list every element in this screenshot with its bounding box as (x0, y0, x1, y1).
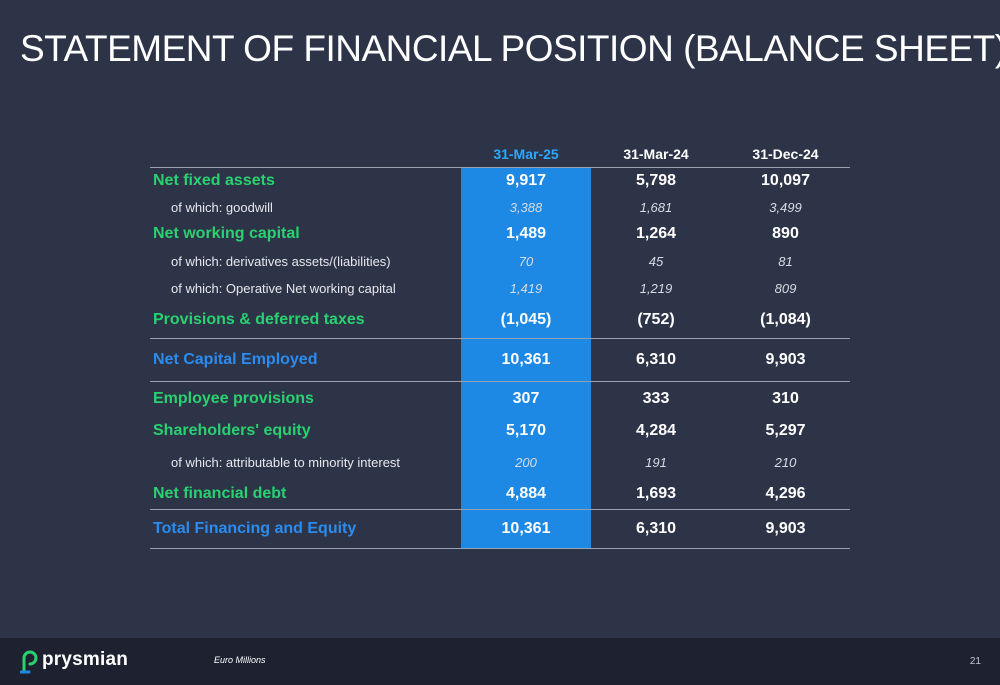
cell-31-dec-24: 809 (774, 281, 797, 296)
table-header-row: 31-Mar-25 31-Mar-24 31-Dec-24 (150, 140, 850, 168)
cell-31-dec-24: 10,097 (761, 172, 810, 190)
cell-31-dec-24: 81 (778, 253, 793, 269)
row-label: Net financial debt (150, 478, 461, 510)
row-label: Net Capital Employed (150, 338, 461, 382)
table-row: Net working capital 1,489 1,264 890 (150, 221, 850, 248)
table-row: Shareholders' equity 5,170 4,284 5,297 (150, 417, 850, 446)
row-label: Shareholders' equity (153, 422, 311, 439)
row-label: Net fixed assets (153, 172, 275, 190)
table-row: Provisions & deferred taxes (1,045) (752… (150, 302, 850, 339)
header-label (150, 140, 461, 168)
header-31-dec-24: 31-Dec-24 (721, 140, 850, 168)
row-label: of which: attributable to minority inter… (171, 454, 401, 470)
unit-note: Euro Millions (214, 655, 266, 665)
balance-sheet-table: 31-Mar-25 31-Mar-24 31-Dec-24 Net fixed … (150, 140, 850, 549)
cell-31-mar-24: 5,798 (635, 172, 677, 190)
cell-31-mar-24: 1,264 (635, 225, 677, 242)
page-title: STATEMENT OF FINANCIAL POSITION (BALANCE… (20, 28, 1000, 69)
cell-31-mar-24: 4,284 (635, 422, 677, 439)
cell-31-mar-24: 191 (645, 454, 667, 470)
logo-text: prysmian (42, 649, 129, 670)
row-label: Provisions & deferred taxes (150, 302, 461, 339)
cell-31-mar-25: 200 (515, 454, 537, 470)
row-label: Total Financing and Equity (150, 509, 461, 549)
cell-31-mar-25: 9,917 (505, 172, 547, 190)
cell-31-dec-24: (1,084) (721, 302, 850, 339)
table-row: of which: attributable to minority inter… (150, 446, 850, 479)
row-label: of which: derivatives assets/(liabilitie… (171, 253, 391, 269)
cell-31-mar-25: 1,489 (505, 225, 547, 242)
prysmian-logo-icon (20, 650, 38, 674)
row-label: of which: Operative Net working capital (171, 281, 396, 296)
footer-bar: prysmian Euro Millions 21 (0, 638, 1000, 685)
cell-31-mar-25: 4,884 (461, 478, 591, 510)
row-label: Employee provisions (153, 390, 314, 408)
table-row: Net fixed assets 9,917 5,798 10,097 (150, 168, 850, 195)
row-label: Net working capital (153, 225, 300, 242)
cell-31-mar-24: 45 (648, 253, 664, 269)
cell-31-dec-24: 3,499 (769, 200, 802, 215)
cell-31-mar-24: 6,310 (591, 509, 721, 549)
cell-31-mar-25: 70 (518, 253, 534, 269)
table-row: of which: goodwill 3,388 1,681 3,499 (150, 195, 850, 221)
cell-31-mar-25: 10,361 (461, 338, 591, 382)
header-31-mar-24: 31-Mar-24 (591, 140, 721, 168)
row-label: of which: goodwill (171, 200, 273, 215)
cell-31-mar-25: 3,388 (509, 200, 543, 215)
cell-31-mar-24: 6,310 (591, 338, 721, 382)
cell-31-dec-24: 890 (772, 225, 799, 242)
cell-31-mar-24: 1,219 (639, 281, 673, 296)
cell-31-mar-24: 333 (642, 390, 670, 408)
table-row: Employee provisions 307 333 310 (150, 382, 850, 417)
cell-31-mar-24: 1,681 (639, 200, 673, 215)
page-number: 21 (969, 656, 981, 667)
table-row: of which: derivatives assets/(liabilitie… (150, 248, 850, 275)
cell-31-mar-25: 307 (512, 390, 540, 408)
cell-31-mar-25: 5,170 (505, 422, 547, 439)
cell-31-mar-25: (1,045) (461, 302, 591, 339)
table-row: Net financial debt 4,884 1,693 4,296 (150, 478, 850, 510)
cell-31-mar-25: 10,361 (461, 509, 591, 549)
cell-31-mar-24: 1,693 (591, 478, 721, 510)
cell-31-dec-24: 4,296 (721, 478, 850, 510)
cell-31-mar-24: (752) (591, 302, 721, 339)
cell-31-dec-24: 5,297 (765, 422, 806, 439)
cell-31-dec-24: 310 (772, 390, 799, 408)
table-row: Net Capital Employed 10,361 6,310 9,903 (150, 338, 850, 382)
table-row: of which: Operative Net working capital … (150, 275, 850, 303)
cell-31-dec-24: 9,903 (721, 338, 850, 382)
cell-31-dec-24: 210 (774, 454, 797, 470)
table-row: Total Financing and Equity 10,361 6,310 … (150, 509, 850, 549)
cell-31-mar-25: 1,419 (509, 281, 543, 296)
cell-31-dec-24: 9,903 (721, 509, 850, 549)
header-31-mar-25: 31-Mar-25 (461, 140, 591, 168)
